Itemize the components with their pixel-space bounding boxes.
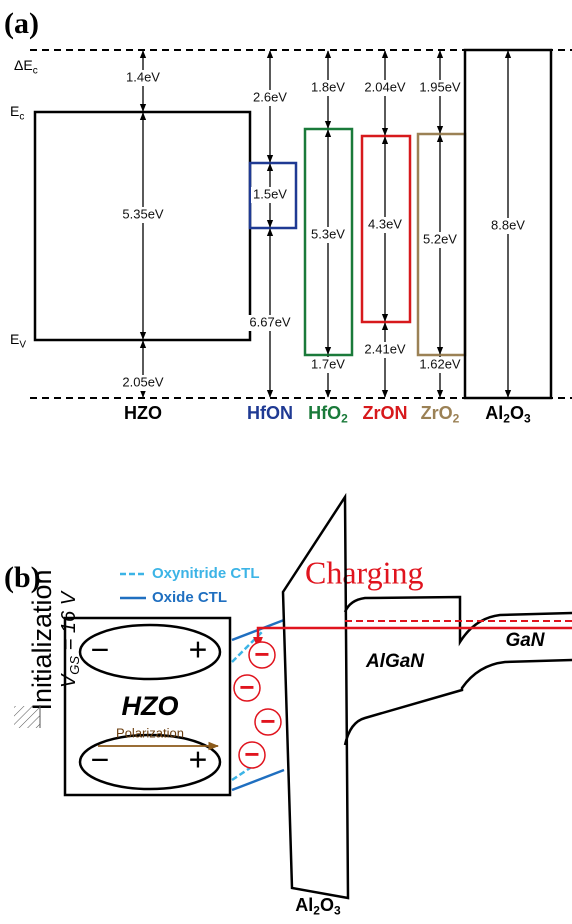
ec-label-main: E bbox=[10, 103, 19, 119]
material-label: HZO bbox=[124, 403, 162, 423]
ev-label: EV​ bbox=[10, 331, 26, 350]
energy-label: 6.67eV bbox=[249, 314, 291, 329]
al2o3-label: Al2​O3​ bbox=[295, 895, 341, 918]
algan-label: AlGaN bbox=[365, 651, 425, 672]
valence-band bbox=[345, 660, 572, 745]
energy-label: 5.3eV bbox=[311, 226, 345, 241]
energy-label: 5.35eV bbox=[122, 206, 164, 221]
material-label-main: Al bbox=[485, 403, 503, 423]
energy-label: 1.4eV bbox=[126, 69, 160, 84]
oxide-ctl bbox=[232, 770, 284, 790]
page: { "panel_a": { "label": "(a)", "delta_ec… bbox=[0, 0, 572, 924]
hzo-label: HZO bbox=[122, 691, 179, 721]
electron-sign: − bbox=[239, 672, 254, 702]
material-label: ZrO2​ bbox=[421, 403, 460, 426]
energy-label: 4.3eV bbox=[368, 216, 402, 231]
energy-label: 1.8eV bbox=[311, 79, 345, 94]
material-label-main: HfON bbox=[247, 403, 293, 423]
polarization-label: Polarization bbox=[116, 725, 184, 740]
ground-hatch bbox=[14, 706, 40, 728]
al2o3-label-main: Al bbox=[295, 895, 313, 915]
material-label-sub: 2 bbox=[341, 412, 348, 426]
energy-label: 1.5eV bbox=[253, 186, 287, 201]
energy-label: 2.04eV bbox=[364, 79, 406, 94]
minus-sign: − bbox=[91, 631, 110, 667]
charging-label: Charging bbox=[305, 554, 424, 590]
electron-sign: − bbox=[254, 639, 269, 669]
vgs-label-main: = 16 V bbox=[58, 590, 80, 656]
energy-label: 2.41eV bbox=[364, 341, 406, 356]
figure: (a) (b) Oxynitride CTL Oxide CTL Chargin… bbox=[0, 0, 572, 924]
delta-ec-label-main: ΔE bbox=[14, 57, 33, 73]
ev-label-sub: V bbox=[19, 339, 26, 350]
material-label: HfO2​ bbox=[308, 403, 348, 426]
energy-label: 1.95eV bbox=[419, 79, 461, 94]
energy-label: 2.6eV bbox=[253, 89, 287, 104]
electron-sign: − bbox=[260, 706, 275, 736]
legend-label: Oxide CTL bbox=[152, 589, 227, 606]
vgs-label-sub: GS bbox=[67, 656, 82, 675]
energy-label: 1.7eV bbox=[311, 356, 345, 371]
panel-label: (a) bbox=[4, 7, 39, 40]
material-label: ZrON bbox=[363, 403, 408, 423]
energy-label: 1.62eV bbox=[419, 356, 461, 371]
delta-ec-label: ΔEc​ bbox=[14, 57, 38, 76]
material-label-main: O bbox=[510, 403, 524, 423]
material-label-main: HZO bbox=[124, 403, 162, 423]
ev-label-main: E bbox=[10, 331, 19, 347]
energy-label: 5.2eV bbox=[423, 231, 457, 246]
ec-label: Ec​ bbox=[10, 103, 24, 122]
ec-label-sub: c bbox=[19, 111, 24, 122]
energy-label: 8.8eV bbox=[491, 217, 525, 232]
material-label-main: ZrON bbox=[363, 403, 408, 423]
gan-label: GaN bbox=[505, 630, 545, 651]
material-label: HfON bbox=[247, 403, 293, 423]
al2o3-label-main: O bbox=[320, 895, 334, 915]
delta-ec-label-sub: c bbox=[33, 65, 38, 76]
energy-label: 2.05eV bbox=[122, 374, 164, 389]
material-label-main: HfO bbox=[308, 403, 341, 423]
material-label: Al2​O3​ bbox=[485, 403, 531, 426]
legend-label: Oxynitride CTL bbox=[152, 565, 260, 582]
electron-sign: − bbox=[244, 739, 259, 769]
initialization-label: Initialization bbox=[27, 569, 57, 710]
vgs-label: VGS​ = 16 V bbox=[58, 590, 82, 688]
material-label-main: ZrO bbox=[421, 403, 453, 423]
plus-sign: + bbox=[189, 631, 208, 667]
